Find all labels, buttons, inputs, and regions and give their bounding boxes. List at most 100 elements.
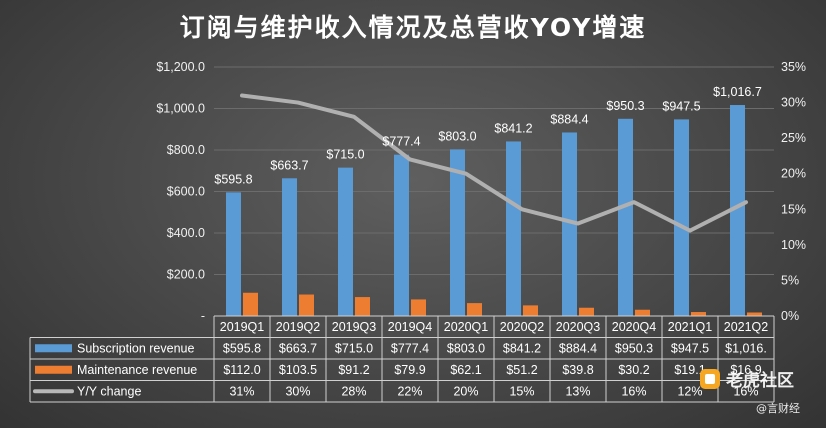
table-cell: $112.0 (223, 363, 260, 377)
yoy-change-point (688, 229, 692, 233)
subscription-data-label: $715.0 (326, 148, 364, 162)
left-tick-label: $200.0 (167, 268, 205, 282)
table-cell: 31% (229, 385, 254, 399)
series-name: Subscription revenue (77, 342, 194, 356)
right-axis-ticks: 0% 5% 10% 15% 20% 25% 30% 35% (781, 60, 806, 323)
left-tick-label: - (201, 309, 205, 323)
table-cell: $595.8 (223, 342, 261, 356)
category-label: 2020Q2 (500, 320, 545, 334)
yoy-change-point (576, 221, 580, 226)
line-series (240, 93, 748, 233)
table-cell: $39.8 (562, 363, 593, 377)
table-cell: $777.4 (391, 342, 429, 356)
bar-series (226, 105, 762, 317)
table-cell: $950.3 (615, 342, 653, 356)
right-tick-label: 30% (781, 96, 806, 110)
category-label: 2020Q4 (612, 320, 657, 334)
table-cell: $1,016. (725, 342, 767, 356)
watermark-logo-text: 老虎社区 (725, 370, 794, 391)
table-cell: 15% (509, 385, 534, 399)
yoy-change-point (352, 115, 356, 119)
right-tick-label: 35% (781, 60, 806, 74)
tiger-logo-icon (700, 369, 720, 389)
table-cell: 28% (341, 385, 366, 399)
right-tick-label: 25% (781, 131, 806, 145)
subscription-bar (450, 149, 465, 316)
subscription-bar (226, 192, 241, 316)
category-label: 2021Q2 (724, 320, 769, 334)
maintenance-bar (243, 292, 258, 316)
table-cell: 13% (565, 385, 590, 399)
table-cell: $16.9 (730, 363, 761, 377)
subscription-bar (730, 105, 745, 316)
left-axis-ticks: - $200.0 $400.0 $600.0 $800.0 $1,000.0 $1,200.… (156, 60, 205, 323)
maintenance-bar (411, 299, 426, 316)
table-cell: 30% (285, 385, 310, 399)
table-cell: $19.1 (674, 363, 705, 377)
table-cell: $91.2 (338, 363, 369, 377)
table-cell: 22% (397, 385, 422, 399)
left-tick-label: $400.0 (167, 226, 205, 240)
maintenance-bar (635, 309, 650, 316)
right-tick-label: 20% (781, 167, 806, 181)
subscription-data-label: $595.8 (214, 172, 252, 186)
right-tick-label: 15% (781, 202, 806, 216)
gridlines (214, 66, 774, 317)
left-tick-label: $1,200.0 (156, 60, 205, 74)
table-cell: 16% (621, 385, 646, 399)
maintenance-bar (691, 312, 706, 316)
table-cell: $103.5 (279, 363, 317, 377)
data-labels: $595.8 $663.7 $715.0 $777.4 $803.0 $841.2 $884… (214, 85, 761, 186)
series-name: Y/Y change (77, 385, 141, 399)
left-tick-label: $1,000.0 (156, 102, 205, 116)
category-label: 2021Q1 (668, 320, 713, 334)
table-cell: $715.0 (335, 342, 373, 356)
left-tick-label: $600.0 (167, 185, 205, 199)
maintenance-bar (579, 307, 594, 316)
subscription-data-label: $777.4 (382, 135, 420, 149)
table-cell: 16% (733, 385, 758, 399)
yoy-change-point (240, 93, 244, 98)
chart-title: 订阅与维护收入情况及总营收YOY增速 (180, 13, 647, 42)
category-label: 2020Q3 (556, 320, 601, 334)
subscription-bar (618, 118, 633, 317)
table-cell: $947.5 (671, 342, 709, 356)
table-cell: 12% (677, 385, 702, 399)
subscription-data-label: $884.4 (550, 112, 588, 126)
subscription-data-label: $950.3 (606, 99, 644, 113)
series-name: Maintenance revenue (77, 363, 197, 377)
legend-swatch (35, 365, 72, 374)
subscription-bar (506, 141, 521, 316)
subscription-bar (674, 119, 689, 316)
subscription-bar (282, 178, 297, 316)
table-cell: $841.2 (503, 342, 541, 356)
table-cell: $51.2 (506, 363, 537, 377)
left-tick-label: $800.0 (167, 143, 205, 157)
table-cell: $803.0 (447, 342, 485, 356)
yoy-change-point (464, 172, 468, 176)
table-cell: $30.2 (618, 363, 649, 377)
legend-swatch (35, 344, 72, 353)
table-cell: $663.7 (279, 342, 317, 356)
right-tick-label: 10% (781, 238, 806, 252)
yoy-change-point (296, 100, 300, 105)
category-label: 2019Q3 (332, 320, 377, 334)
subscription-data-label: $1,016.7 (713, 85, 762, 99)
maintenance-bar (747, 312, 762, 316)
yoy-change-line (240, 93, 748, 233)
table-cell: $884.4 (559, 342, 597, 356)
watermark: 老虎社区 @言财经 (700, 369, 800, 415)
right-tick-label: 0% (781, 309, 799, 323)
yoy-change-point (744, 200, 748, 204)
maintenance-bar (467, 303, 482, 316)
category-label: 2019Q2 (276, 320, 321, 334)
watermark-sub-text: @言财经 (756, 401, 800, 415)
yoy-change-point (520, 207, 524, 211)
table-cell: $62.1 (450, 363, 481, 377)
data-table: 2019Q1 2019Q2 2019Q3 2019Q4 2020Q1 2020Q2 2020… (29, 315, 775, 403)
right-tick-label: 5% (781, 273, 799, 287)
category-label: 2019Q1 (220, 320, 265, 334)
maintenance-bar (299, 294, 314, 316)
